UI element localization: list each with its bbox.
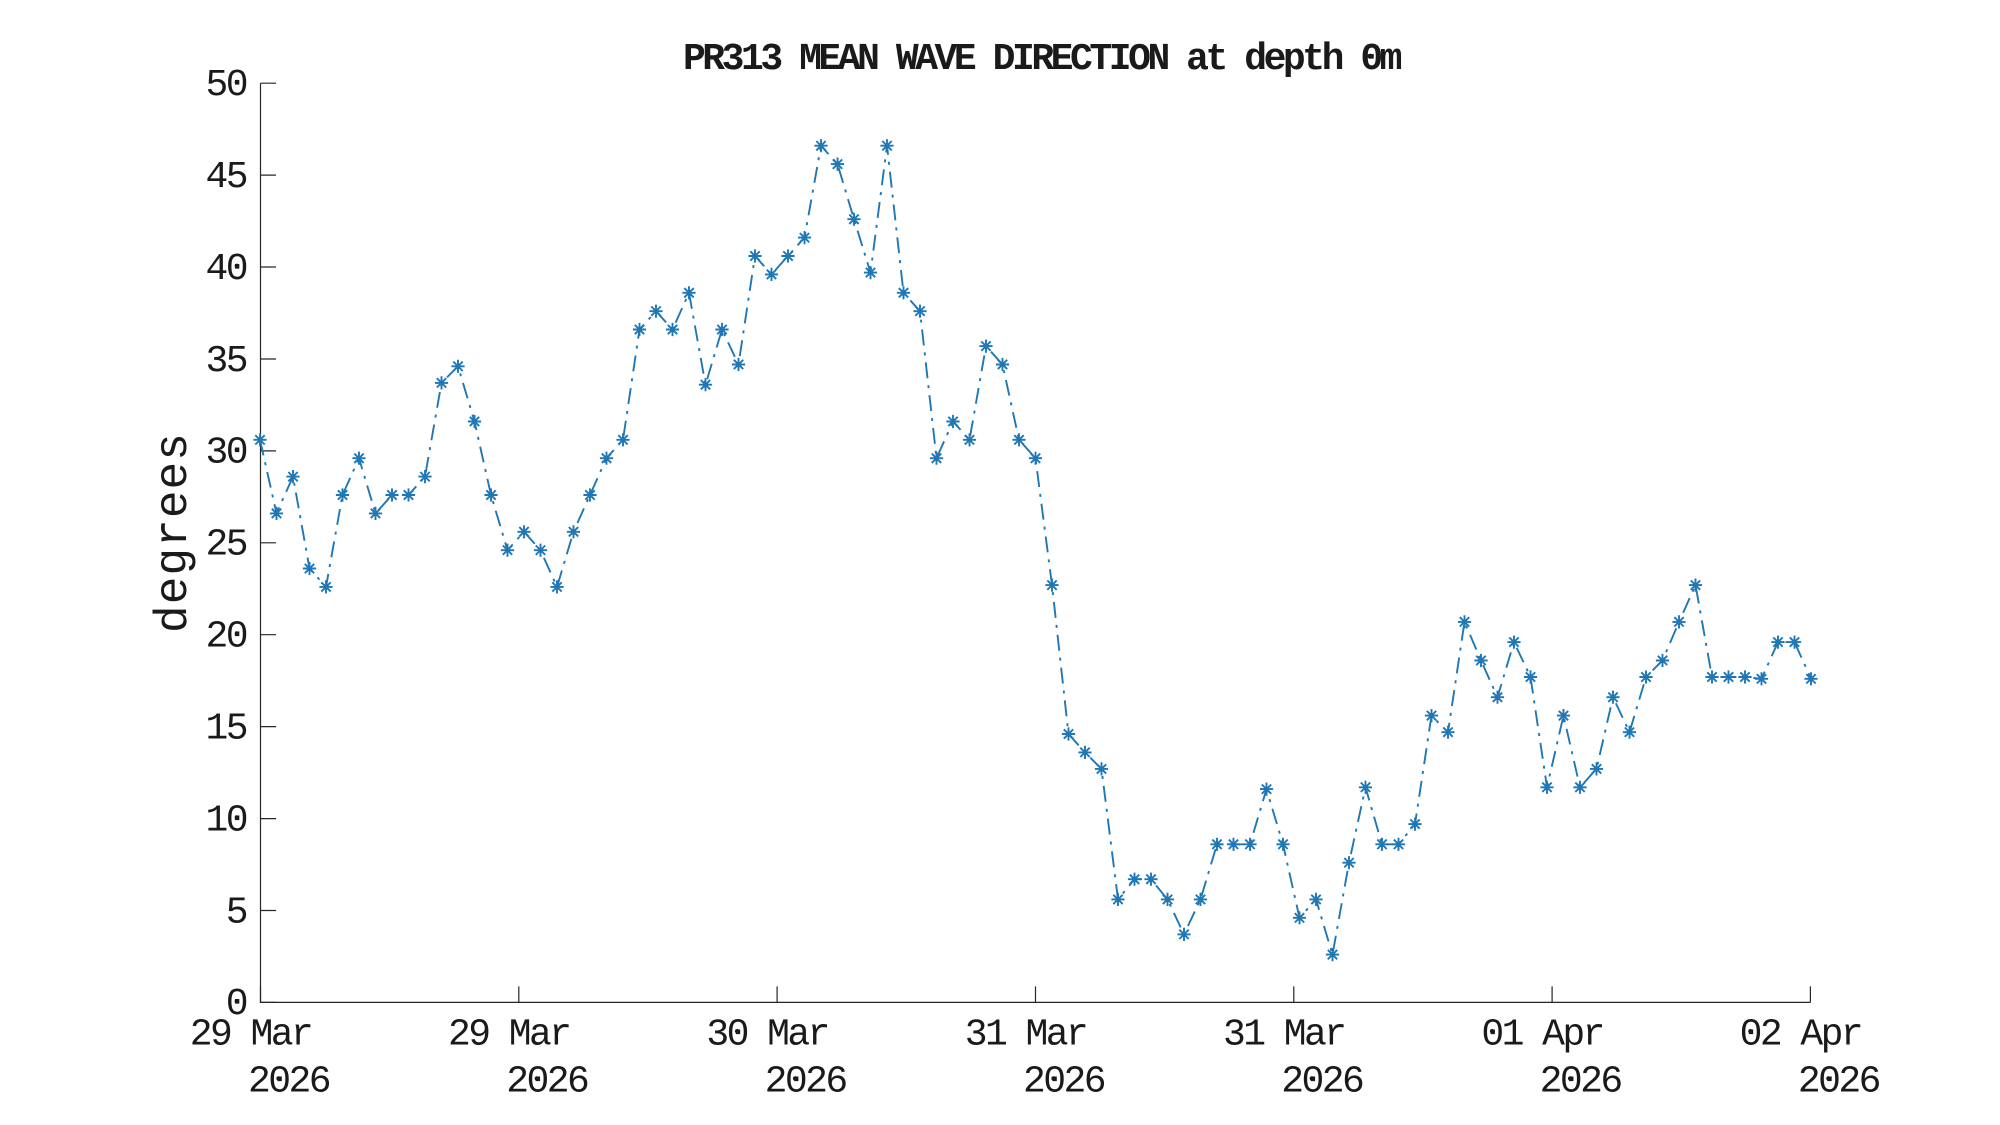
svg-text:2026: 2026	[248, 1061, 330, 1104]
svg-text:29 Mar: 29 Mar	[448, 1013, 570, 1056]
svg-text:30: 30	[205, 432, 246, 475]
svg-text:02 Apr: 02 Apr	[1740, 1013, 1862, 1056]
svg-text:25: 25	[205, 524, 246, 567]
svg-text:10: 10	[205, 799, 246, 842]
svg-text:2026: 2026	[765, 1061, 847, 1104]
svg-text:31 Mar: 31 Mar	[1223, 1013, 1345, 1056]
svg-text:PR313 MEAN WAVE DIRECTION at d: PR313 MEAN WAVE DIRECTION at depth 0m	[683, 38, 1402, 81]
svg-text:40: 40	[205, 248, 246, 291]
svg-text:45: 45	[205, 156, 246, 199]
svg-text:2026: 2026	[1798, 1061, 1880, 1104]
svg-text:5: 5	[226, 891, 247, 934]
svg-text:20: 20	[205, 616, 246, 659]
svg-text:31 Mar: 31 Mar	[965, 1013, 1087, 1056]
svg-text:2026: 2026	[1281, 1061, 1363, 1104]
svg-text:0: 0	[226, 983, 247, 1026]
svg-text:29 Mar: 29 Mar	[190, 1013, 312, 1056]
svg-text:01 Apr: 01 Apr	[1481, 1013, 1603, 1056]
svg-text:30 Mar: 30 Mar	[706, 1013, 828, 1056]
svg-text:50: 50	[205, 64, 246, 107]
svg-text:35: 35	[205, 340, 246, 383]
svg-text:2026: 2026	[506, 1061, 588, 1104]
svg-text:15: 15	[205, 707, 246, 750]
svg-text:degrees: degrees	[148, 432, 200, 633]
svg-text:2026: 2026	[1023, 1061, 1105, 1104]
svg-text:2026: 2026	[1540, 1061, 1622, 1104]
